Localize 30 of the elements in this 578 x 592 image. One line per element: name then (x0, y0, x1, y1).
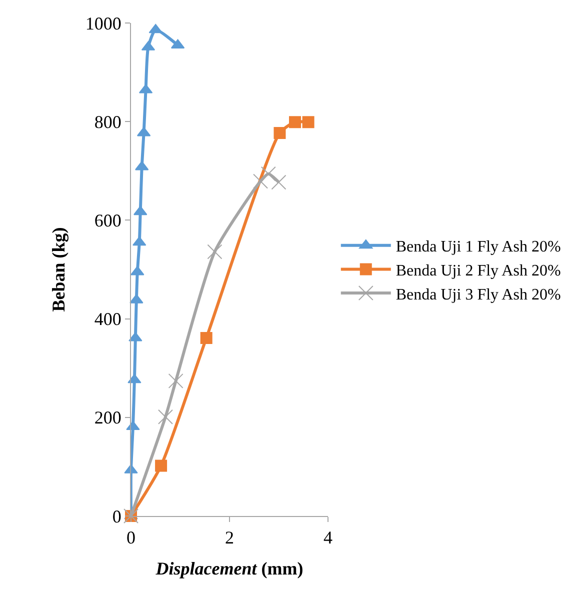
point (148, 24, 162, 34)
point (200, 332, 212, 344)
x-tick-label: 0 (126, 528, 136, 548)
x-tick-label: 4 (324, 528, 332, 548)
point (128, 374, 142, 384)
point (260, 166, 276, 182)
legend-label: Benda Uji 2 Fly Ash 20% (396, 262, 561, 280)
point (132, 236, 146, 246)
point (302, 116, 314, 128)
x-axis-title: Displacement (mm) (154, 558, 304, 579)
x-tick-label: 2 (225, 528, 234, 548)
y-tick-label: 400 (94, 309, 122, 330)
y-axis-title: Beban (kg) (48, 227, 69, 312)
legend-label: Benda Uji 1 Fly Ash 20% (396, 238, 561, 256)
point (207, 244, 222, 260)
y-tick-label: 800 (94, 112, 122, 132)
point (271, 174, 286, 190)
y-tick-label: 600 (94, 210, 122, 230)
point (155, 460, 168, 472)
y-tick-label: 200 (94, 408, 122, 428)
legend-label: Benda Uji 3 Fly Ash 20% (396, 286, 561, 304)
point (126, 420, 140, 430)
point (274, 126, 286, 139)
point (134, 206, 148, 216)
y-tick-label: 1000 (85, 13, 122, 34)
point (158, 409, 173, 424)
y-tick-label: 0 (112, 506, 122, 526)
point (130, 266, 144, 276)
point (289, 116, 301, 128)
point (168, 373, 184, 388)
